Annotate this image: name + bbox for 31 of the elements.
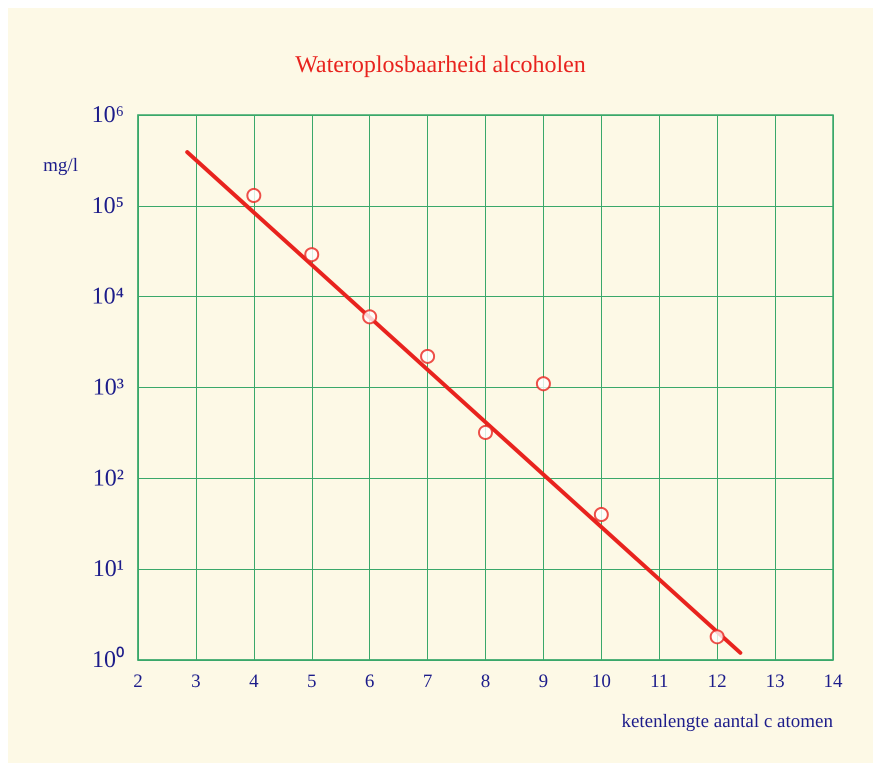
point [362,309,378,324]
y-tick-label: 10⁶ [92,102,124,128]
x-tick-label: 8 [480,671,490,692]
point [246,188,262,203]
x-tick-label: 7 [422,671,432,692]
y-tick-label: 10² [92,465,124,492]
y-tick-label: 10³ [92,374,124,400]
point [710,629,725,644]
chart-title: Wateroplosbaarheid alcoholen [295,52,586,78]
y-tick-label: 10⁰ [92,646,124,673]
y-tick-label: 10¹ [92,556,124,582]
x-tick-label: 12 [708,671,727,692]
x-tick-label: 3 [191,671,201,692]
point [478,424,493,440]
y-tick-label: 10⁵ [92,192,124,219]
x-tick-label: 6 [364,671,374,692]
point [420,348,436,364]
x-axis-title: ketenlengte aantal c atomen [621,711,834,732]
y-tick-label: 10⁴ [92,284,124,310]
x-tick-label: 4 [249,671,260,692]
point [304,247,320,262]
x-tick-label: 9 [538,671,548,692]
x-tick-label: 13 [766,671,785,692]
x-tick-label: 10 [592,671,611,692]
x-tick-label: 11 [650,671,668,692]
x-tick-label: 14 [824,671,843,692]
y-axis-title: mg/l [43,155,78,176]
x-tick-label: 2 [133,671,143,692]
point [594,506,609,522]
point [536,376,551,392]
x-tick-label: 5 [307,671,316,692]
